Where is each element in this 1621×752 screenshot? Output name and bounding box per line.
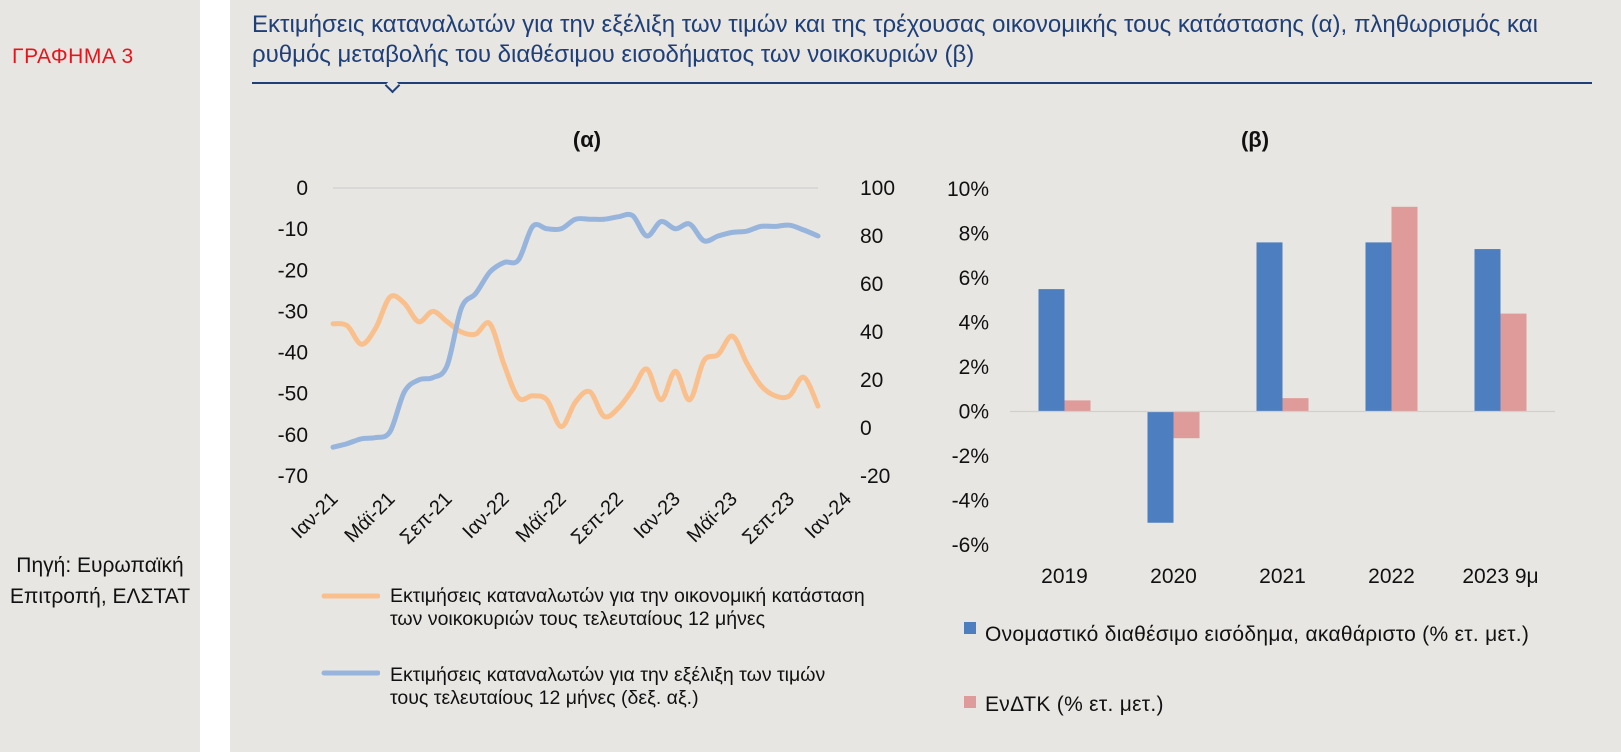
chart-b-y-tick-label: 4% bbox=[959, 312, 989, 335]
legend-a-item-1: Εκτιμήσεις καταναλωτών για την οικονομικ… bbox=[390, 585, 865, 630]
chart-a-right-tick-label: 80 bbox=[860, 225, 883, 248]
chart-b-x-tick-label: 2023 9μ bbox=[1462, 565, 1538, 588]
chart-a-right-tick-label: -20 bbox=[860, 465, 890, 488]
chart-a-left-tick-label: -20 bbox=[278, 259, 308, 282]
chart-a-right-tick-label: 100 bbox=[860, 177, 895, 200]
series-line-price-expectations bbox=[330, 211, 821, 450]
series-line-household-situation bbox=[330, 293, 821, 430]
chart-a-left-tick-label: -10 bbox=[278, 218, 308, 241]
chart-a-left-tick-label: -70 bbox=[278, 465, 308, 488]
bar-disposable-income bbox=[1365, 242, 1392, 412]
bar-hicp bbox=[1500, 313, 1527, 412]
legend-b-item-2: ΕνΔΤΚ (% ετ. μετ.) bbox=[985, 693, 1164, 716]
bar-hicp bbox=[1173, 411, 1200, 439]
chart-a-left-tick-label: 0 bbox=[296, 177, 308, 200]
source-note: Πηγή: Ευρωπαϊκή Επιτροπή, ΕΛΣΤΑΤ bbox=[9, 554, 191, 608]
chart-a-x-tick-label: Μάϊ-22 bbox=[512, 488, 571, 547]
bar-disposable-income bbox=[1256, 242, 1283, 412]
chart-a-x-tick-label: Ιαν-24 bbox=[801, 488, 856, 543]
chart-a-left-tick-label: -50 bbox=[278, 383, 308, 406]
legend-a-swatches bbox=[321, 593, 380, 676]
legend-a-item-2: Εκτιμήσεις καταναλωτών για την εξέλιξη τ… bbox=[390, 664, 826, 709]
chart-a-left-tick-label: -30 bbox=[278, 300, 308, 323]
chart-a-left-tick-label: -40 bbox=[278, 342, 308, 365]
chart-b-y-tick-label: 0% bbox=[959, 401, 989, 424]
chart-a-x-tick-label: Μάϊ-23 bbox=[683, 488, 742, 547]
bar-hicp bbox=[1064, 400, 1091, 412]
chart-a-x-tick-label: Σεπ-22 bbox=[567, 488, 628, 549]
chart-b-x-tick-label: 2020 bbox=[1150, 565, 1197, 588]
bar-disposable-income bbox=[1474, 249, 1501, 412]
chart-b-y-tick-label: -4% bbox=[952, 490, 989, 513]
bar-disposable-income bbox=[1147, 411, 1174, 523]
chart-b-y-tick-label: 6% bbox=[959, 267, 989, 290]
chart-a-x-tick-label: Ιαν-22 bbox=[459, 488, 514, 543]
chart-a-left-tick-label: -60 bbox=[278, 424, 308, 447]
chart-b-y-tick-label: -6% bbox=[952, 534, 989, 557]
chart-b-y-tick-label: -2% bbox=[952, 445, 989, 468]
chart-a-x-tick-label: Σεπ-23 bbox=[738, 488, 799, 549]
bar-hicp bbox=[1391, 206, 1418, 412]
chart-a-x-tick-label: Ιαν-23 bbox=[630, 488, 685, 543]
legend-b-swatches bbox=[964, 622, 976, 708]
legend-swatch-pink-bar bbox=[964, 696, 976, 708]
chart-a-x-tick-label: Μάϊ-21 bbox=[340, 488, 399, 547]
bar-hicp bbox=[1282, 398, 1309, 412]
chart-a-x-tick-label: Σεπ-21 bbox=[396, 488, 457, 549]
legend-b-item-1: Ονομαστικό διαθέσιμο εισόδημα, ακαθάριστ… bbox=[985, 623, 1530, 646]
chart-a-right-tick-label: 20 bbox=[860, 369, 883, 392]
chart-b-y-tick-label: 10% bbox=[947, 178, 989, 201]
chart-a-right-tick-label: 60 bbox=[860, 273, 883, 296]
chart-title: Εκτιμήσεις καταναλωτών για την εξέλιξη τ… bbox=[252, 11, 1538, 68]
left-panel bbox=[0, 0, 200, 752]
chart-a-right-tick-label: 40 bbox=[860, 321, 883, 344]
chart-b-title: (β) bbox=[1241, 127, 1269, 152]
chart-b-x-tick-label: 2022 bbox=[1368, 565, 1415, 588]
figure-label: ΓΡΑΦΗΜΑ 3 bbox=[12, 45, 134, 68]
chart-b-y-tick-label: 2% bbox=[959, 356, 989, 379]
chart-a-right-tick-label: 0 bbox=[860, 417, 872, 440]
chart-b-x-tick-label: 2021 bbox=[1259, 565, 1306, 588]
title-divider bbox=[252, 82, 1592, 84]
chart-a-title: (α) bbox=[573, 127, 601, 152]
chart-a-x-tick-label: Ιαν-21 bbox=[287, 488, 342, 543]
bar-disposable-income bbox=[1038, 289, 1065, 412]
legend-swatch-blue-bar bbox=[964, 622, 976, 634]
chart-b-x-tick-label: 2019 bbox=[1041, 565, 1088, 588]
chart-b-y-tick-label: 8% bbox=[959, 223, 989, 246]
